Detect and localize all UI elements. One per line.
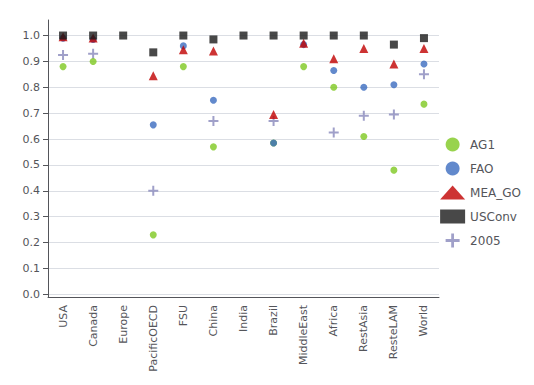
svg-text:India: India [237, 305, 250, 332]
svg-text:USA: USA [57, 305, 70, 328]
svg-text:MiddleEast: MiddleEast [297, 304, 310, 365]
svg-text:0.3: 0.3 [23, 210, 41, 223]
svg-text:RestAsia: RestAsia [357, 305, 370, 352]
svg-text:Brazil: Brazil [267, 305, 280, 336]
svg-text:0.8: 0.8 [23, 81, 41, 94]
svg-text:0.0: 0.0 [23, 288, 41, 301]
svg-text:World: World [417, 305, 430, 337]
svg-text:China: China [207, 305, 220, 336]
svg-text:FSU: FSU [177, 305, 190, 326]
svg-text:0.2: 0.2 [23, 236, 41, 249]
svg-text:AG1: AG1 [470, 138, 495, 152]
svg-text:Canada: Canada [87, 305, 100, 347]
svg-text:0.5: 0.5 [23, 158, 41, 171]
svg-text:2005: 2005 [470, 234, 501, 248]
svg-text:USConv: USConv [470, 210, 517, 224]
svg-text:MEA_GO: MEA_GO [470, 186, 521, 200]
svg-text:0.1: 0.1 [23, 262, 41, 275]
svg-text:1.0: 1.0 [23, 29, 41, 42]
svg-text:FAO: FAO [470, 162, 493, 176]
svg-text:0.4: 0.4 [23, 184, 41, 197]
svg-text:ResteLAM: ResteLAM [387, 305, 400, 359]
svg-text:Africa: Africa [327, 305, 340, 336]
svg-text:0.7: 0.7 [23, 107, 41, 120]
svg-text:PacificOECD: PacificOECD [147, 305, 160, 372]
svg-text:Europe: Europe [117, 305, 130, 344]
svg-text:0.6: 0.6 [23, 133, 41, 146]
svg-text:0.9: 0.9 [23, 55, 41, 68]
